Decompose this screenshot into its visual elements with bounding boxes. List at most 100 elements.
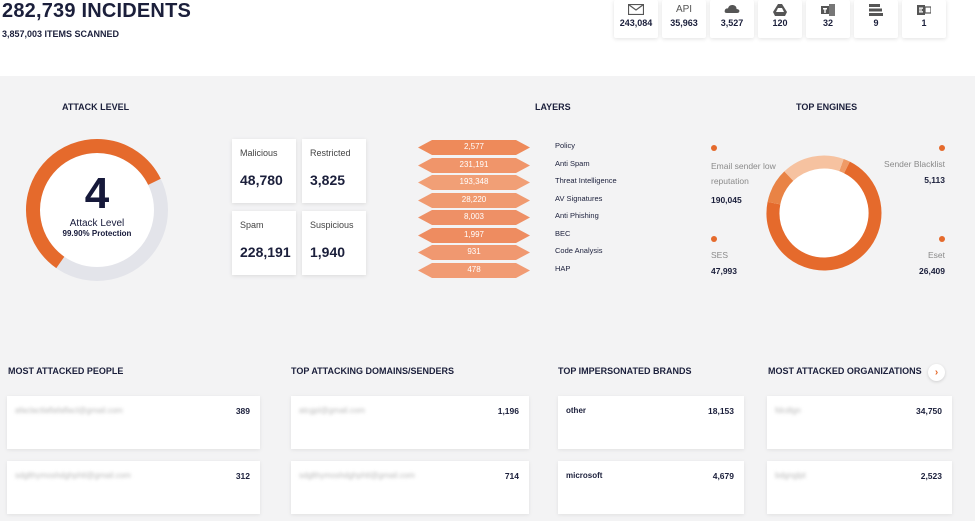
stat-malicious[interactable]: Malicious 48,780	[232, 139, 296, 203]
list-item-value: 18,153	[708, 406, 734, 416]
attack-level-gauge	[25, 139, 168, 281]
list-item-value: 2,523	[920, 471, 942, 481]
list-item[interactable]: sdglthymoshdghphtl@gmail.com 714	[291, 461, 529, 514]
list-item-key: microsoft	[566, 471, 603, 480]
layer-band[interactable]: 28,220	[418, 192, 530, 210]
layer-value: 1,997	[463, 229, 485, 239]
layer-band[interactable]: 2,577	[418, 139, 530, 157]
layer-value: 2,577	[463, 142, 485, 151]
channel-teams[interactable]: 32	[806, 0, 850, 38]
incidents-count: 282,739 INCIDENTS	[2, 0, 192, 22]
stat-restricted[interactable]: Restricted 3,825	[302, 139, 366, 203]
layer-names: Policy Anti Spam Threat Intelligence AV …	[555, 141, 617, 281]
gauge-face	[33, 146, 161, 274]
list-item[interactable]: other 18,153	[558, 396, 744, 449]
engine-name: Sender Blacklist	[884, 159, 945, 169]
list-item-key: fdcdlgn	[775, 406, 801, 415]
donut-segment[interactable]	[765, 154, 883, 272]
layer-band[interactable]: 8,003	[418, 209, 530, 227]
teams-icon	[806, 0, 850, 18]
list-item[interactable]: afaclactlaflafaflacl@gmail.com 389	[7, 396, 260, 449]
layer-band[interactable]: 931	[418, 244, 530, 262]
channel-cloud[interactable]: 3,527	[710, 0, 754, 38]
attack-level-label: Attack Level	[69, 218, 125, 229]
list-item[interactable]: microsoft 4,679	[558, 461, 744, 514]
top-engines-title: TOP ENGINES	[796, 102, 858, 112]
gauge-label-block: 4 Attack Level 99.90% Protection	[24, 169, 170, 239]
layer-name: Anti Phishing	[555, 211, 599, 220]
engines-donut	[765, 154, 883, 272]
donut-segment[interactable]	[765, 154, 883, 272]
engine-value: 190,045	[711, 195, 742, 205]
engine-email-sender[interactable]: Email sender low reputation 190,045	[711, 145, 801, 205]
layer-value: 8,003	[463, 212, 485, 221]
protection-rate: 99.90% Protection	[62, 229, 132, 238]
list-item-value: 4,679	[712, 471, 734, 481]
channel-stack[interactable]: 9	[854, 0, 898, 38]
channel-drive[interactable]: 120	[758, 0, 802, 38]
engine-dot	[711, 145, 717, 151]
layer-band[interactable]: 1,997	[418, 227, 530, 245]
top-attacking-domains-title: TOP ATTACKING DOMAINS/SENDERS	[291, 366, 455, 376]
channel-exchange[interactable]: 1	[902, 0, 946, 38]
cloud-icon	[710, 0, 754, 18]
donut-segment[interactable]	[765, 154, 883, 272]
engine-sender-blacklist[interactable]: Sender Blacklist 5,113	[862, 145, 945, 185]
attack-level-title: ATTACK LEVEL	[62, 102, 130, 112]
layer-name: Code Analysis	[555, 246, 603, 255]
list-item[interactable]: atcgpl@gmail.com 1,196	[291, 396, 529, 449]
channel-value: 9	[873, 18, 879, 28]
engine-value: 26,409	[919, 266, 945, 276]
stat-label: Malicious	[240, 148, 278, 158]
layer-name: Policy	[555, 141, 576, 150]
donut-hole	[773, 162, 875, 264]
most-attacked-people-title: MOST ATTACKED PEOPLE	[8, 366, 124, 376]
list-item-value: 312	[235, 471, 250, 481]
engine-value: 5,113	[924, 175, 945, 185]
most-attacked-organizations-title: MOST ATTACKED ORGANIZATIONS	[768, 366, 922, 376]
list-item-value: 714	[504, 471, 519, 481]
stat-spam[interactable]: Spam 228,191	[232, 211, 296, 275]
layer-name: Anti Spam	[555, 158, 590, 168]
channel-value: 35,963	[670, 18, 698, 28]
layer-name: AV Signatures	[555, 193, 603, 203]
list-item-value: 389	[235, 406, 250, 416]
engine-dot	[939, 145, 945, 151]
list-item-key: afaclactlaflafaflacl@gmail.com	[15, 406, 123, 415]
list-item[interactable]: bdgnglpt 2,523	[767, 461, 952, 514]
layers-funnel: 2,577 231,191 193,348 28,220 8,003 1,997…	[418, 139, 530, 279]
api-icon: API	[675, 4, 693, 15]
layer-band[interactable]: 231,191	[418, 157, 530, 175]
layer-name: HAP	[555, 263, 571, 273]
engine-dot	[939, 236, 945, 242]
channel-email[interactable]: 243,084	[614, 0, 658, 38]
stat-label: Suspicious	[310, 220, 354, 230]
engine-eset[interactable]: Eset 26,409	[885, 236, 945, 276]
list-item-key: sdglthymoshdghphtl@gmail.com	[15, 471, 131, 480]
items-scanned: 3,857,003 ITEMS SCANNED	[2, 29, 120, 39]
layers-title: LAYERS	[535, 102, 571, 112]
list-item[interactable]: fdcdlgn 34,750	[767, 396, 952, 449]
stat-suspicious[interactable]: Suspicious 1,940	[302, 211, 366, 275]
channel-value: 3,527	[720, 18, 744, 28]
engine-name: Eset	[927, 250, 945, 260]
channel-value: 120	[772, 18, 788, 28]
summary-bar: 282,739 INCIDENTS 3,857,003 ITEMS SCANNE…	[0, 0, 975, 76]
engine-name: Email sender low reputation	[711, 161, 776, 186]
engine-value: 47,993	[711, 266, 737, 276]
engine-ses[interactable]: SES 47,993	[711, 236, 781, 276]
layer-band[interactable]: 478	[418, 262, 530, 280]
stat-value: 3,825	[310, 172, 346, 188]
layer-band[interactable]: 193,348	[418, 174, 530, 192]
layer-value: 193,348	[459, 177, 489, 186]
attack-level-value: 4	[84, 169, 110, 218]
list-item[interactable]: sdglthymoshdghphtl@gmail.com 312	[7, 461, 260, 514]
next-arrow-button[interactable]: ›	[928, 364, 945, 381]
channel-api[interactable]: API 35,963	[662, 0, 706, 38]
list-item-key: bdgnglpt	[775, 471, 806, 480]
gauge-fill	[25, 139, 168, 281]
layer-value: 478	[467, 264, 481, 274]
list-item-key: atcgpl@gmail.com	[299, 406, 365, 415]
drive-icon	[758, 0, 802, 18]
top-impersonated-brands-title: TOP IMPERSONATED BRANDS	[558, 366, 692, 376]
